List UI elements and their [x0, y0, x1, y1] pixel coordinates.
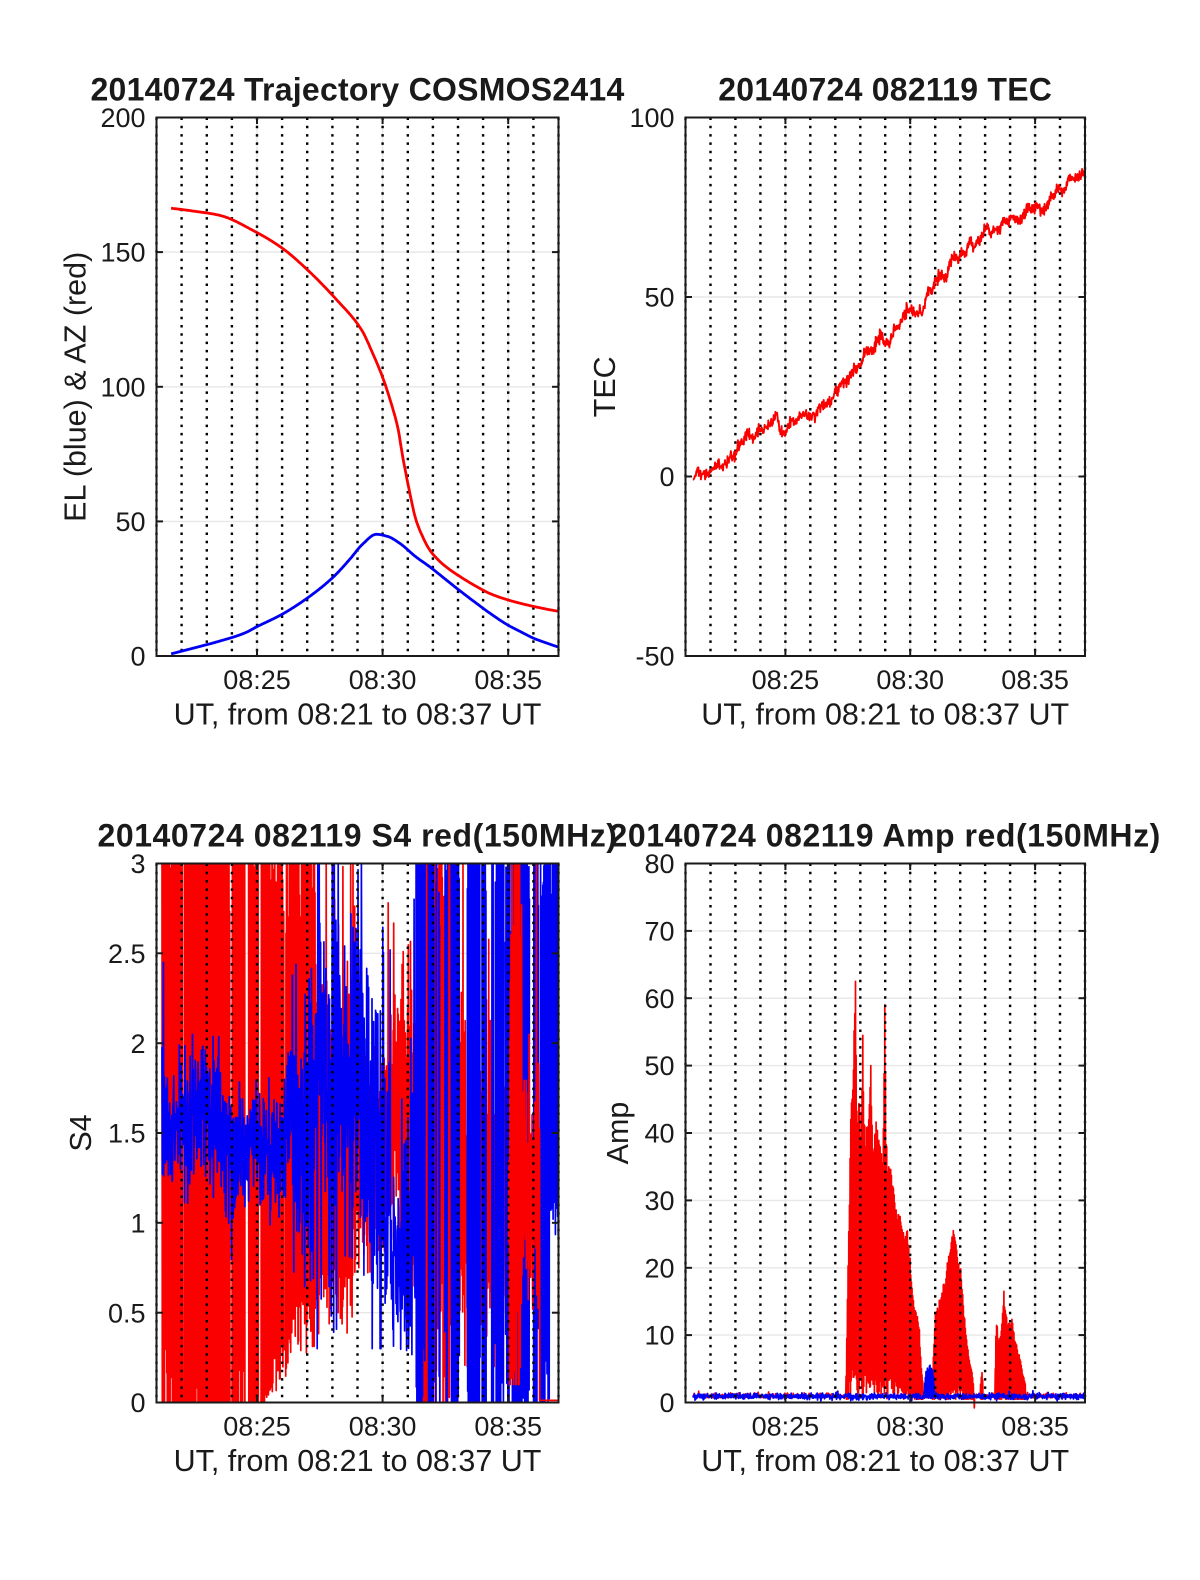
svg-text:UT, from 08:21 to 08:37 UT: UT, from 08:21 to 08:37 UT — [174, 1444, 542, 1478]
svg-text:10: 10 — [644, 1321, 674, 1351]
svg-text:0: 0 — [130, 1388, 145, 1418]
svg-text:08:25: 08:25 — [752, 1412, 820, 1442]
svg-text:20140724 Trajectory COSMOS2414: 20140724 Trajectory COSMOS2414 — [90, 71, 624, 107]
svg-text:100: 100 — [100, 372, 145, 402]
svg-text:08:35: 08:35 — [1001, 1412, 1069, 1442]
svg-text:0: 0 — [130, 642, 145, 672]
svg-text:EL (blue) & AZ (red): EL (blue) & AZ (red) — [59, 252, 93, 522]
svg-text:UT, from 08:21 to 08:37 UT: UT, from 08:21 to 08:37 UT — [174, 697, 542, 731]
svg-text:40: 40 — [644, 1119, 674, 1149]
svg-text:1: 1 — [130, 1208, 145, 1238]
svg-text:08:30: 08:30 — [349, 665, 417, 695]
svg-text:200: 200 — [100, 103, 145, 133]
svg-text:20140724 082119 S4 red(150MHz): 20140724 082119 S4 red(150MHz) — [98, 817, 618, 853]
svg-text:S4: S4 — [64, 1114, 98, 1151]
svg-text:08:30: 08:30 — [876, 665, 944, 695]
svg-text:20140724 082119 Amp red(150MHz: 20140724 082119 Amp red(150MHz) — [610, 817, 1161, 853]
svg-text:20140724 082119 TEC: 20140724 082119 TEC — [718, 71, 1052, 107]
svg-text:08:25: 08:25 — [752, 665, 820, 695]
svg-text:2: 2 — [130, 1029, 145, 1059]
svg-text:08:25: 08:25 — [223, 1412, 291, 1442]
svg-text:70: 70 — [644, 917, 674, 947]
svg-text:08:30: 08:30 — [349, 1412, 417, 1442]
svg-text:0.5: 0.5 — [108, 1298, 146, 1328]
svg-text:08:25: 08:25 — [223, 665, 291, 695]
svg-text:30: 30 — [644, 1186, 674, 1216]
svg-text:08:35: 08:35 — [1001, 665, 1069, 695]
svg-text:50: 50 — [644, 1051, 674, 1081]
svg-text:3: 3 — [130, 849, 145, 879]
svg-text:150: 150 — [100, 238, 145, 268]
svg-text:08:30: 08:30 — [876, 1412, 944, 1442]
svg-text:100: 100 — [629, 103, 674, 133]
svg-text:08:35: 08:35 — [474, 665, 542, 695]
svg-text:50: 50 — [115, 507, 145, 537]
svg-text:TEC: TEC — [588, 356, 622, 417]
svg-text:0: 0 — [659, 462, 674, 492]
svg-text:08:35: 08:35 — [474, 1412, 542, 1442]
svg-text:20: 20 — [644, 1253, 674, 1283]
svg-text:1.5: 1.5 — [108, 1119, 146, 1149]
svg-text:60: 60 — [644, 984, 674, 1014]
svg-text:80: 80 — [644, 849, 674, 879]
svg-text:Amp: Amp — [601, 1102, 635, 1165]
svg-text:50: 50 — [644, 283, 674, 313]
svg-text:UT, from 08:21 to 08:37 UT: UT, from 08:21 to 08:37 UT — [701, 697, 1069, 731]
svg-text:2.5: 2.5 — [108, 939, 146, 969]
svg-text:0: 0 — [659, 1388, 674, 1418]
svg-text:-50: -50 — [635, 642, 674, 672]
svg-text:UT, from 08:21 to 08:37 UT: UT, from 08:21 to 08:37 UT — [701, 1444, 1069, 1478]
